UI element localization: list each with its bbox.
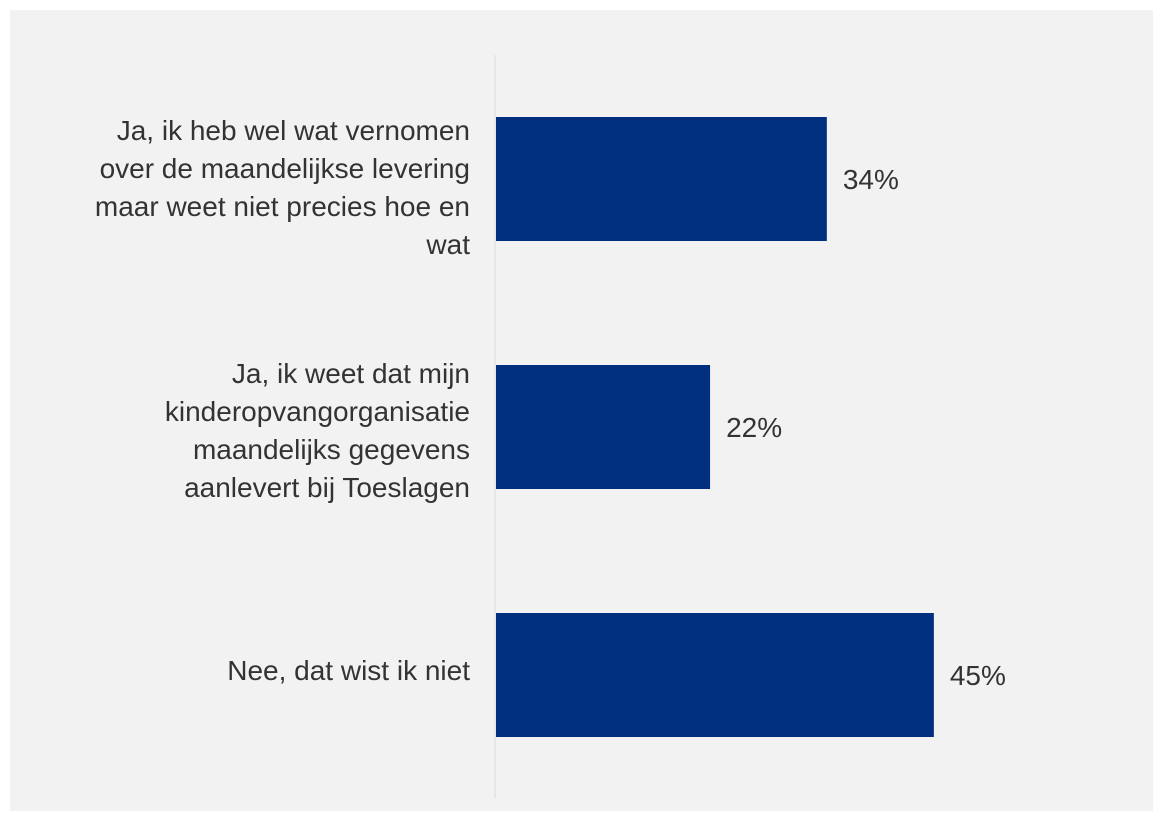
bar-chart: 34% 22% 45% (494, 55, 1006, 798)
value-label: 45% (950, 660, 1006, 691)
value-labels-group: 34% 22% 45% (726, 164, 1006, 691)
chart-panel: 34% 22% 45% Ja, ik heb wel wat vernomen ov… (10, 10, 1153, 811)
category-label: Ja, ik heb wel wat vernomen over de maan… (94, 115, 470, 260)
bars-group (496, 117, 934, 737)
bar (496, 613, 934, 737)
bar (496, 365, 711, 489)
value-label: 22% (726, 412, 782, 443)
bar (496, 117, 827, 241)
category-label: Ja, ik weet dat mijn kinderopvangorganis… (164, 358, 470, 503)
value-label: 34% (843, 164, 899, 195)
category-label: Nee, dat wist ik niet (227, 655, 470, 686)
